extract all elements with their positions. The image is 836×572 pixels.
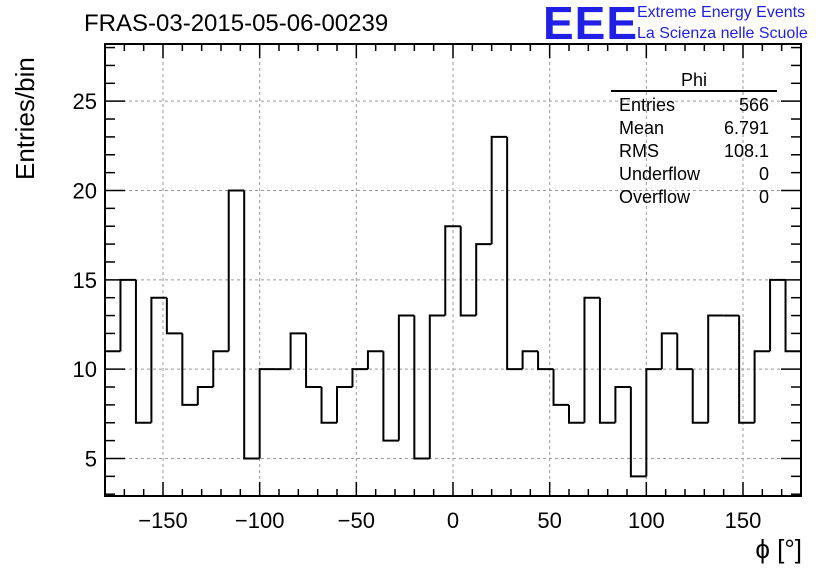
histogram-bin [784, 279, 802, 496]
histogram-bin [691, 369, 709, 424]
stats-label: Overflow [619, 187, 691, 207]
histogram-bin [305, 333, 322, 389]
histogram-bin [614, 386, 631, 423]
histogram-bin [707, 314, 724, 423]
y-tick-label: 25 [73, 89, 97, 114]
histogram-bin [258, 368, 276, 459]
histogram-bin [320, 387, 337, 424]
histogram-bin [196, 386, 214, 405]
y-axis-label: Entries/bin [10, 57, 40, 180]
histogram-bin [119, 278, 136, 352]
x-tick-label: −50 [338, 508, 375, 533]
histogram-bin [537, 351, 554, 371]
x-tick-label: 100 [628, 508, 665, 533]
histogram-series [104, 135, 802, 496]
histogram-bin [660, 332, 678, 370]
stats-row-entries: Entries 566 [611, 94, 777, 117]
histogram-bin [769, 278, 786, 352]
stats-label: Underflow [619, 164, 701, 184]
chart-title: FRAS-03-2015-05-06-00239 [84, 10, 389, 37]
histogram-bin [475, 243, 492, 316]
stats-row-underflow: Underflow 0 [611, 163, 777, 186]
histogram-bin [336, 386, 353, 423]
logo-line-2: La Scienza nelle Scuole [637, 25, 808, 42]
x-axis-label: ϕ [°] [755, 534, 802, 564]
stats-label: Entries [619, 95, 676, 115]
histogram-bin [629, 387, 647, 478]
histogram-bin [212, 350, 229, 388]
y-tick-label: 20 [73, 178, 97, 203]
stats-label: Mean [619, 118, 665, 138]
histogram-bin [104, 350, 121, 496]
histogram-bin [459, 226, 477, 317]
x-tick-label: −100 [235, 508, 285, 533]
histogram-bin [366, 350, 384, 370]
y-tick-label: 5 [85, 446, 97, 471]
histogram-bin [351, 368, 368, 388]
histogram-bin [676, 333, 693, 371]
stats-value: 6.791 [723, 118, 769, 138]
histogram-bin [150, 296, 167, 423]
y-tick-label: 10 [73, 357, 97, 382]
histogram-bin [568, 404, 585, 424]
histogram-bin [227, 189, 245, 352]
histogram-bin [289, 332, 307, 370]
stats-value: 0 [758, 187, 769, 207]
stats-box-title: Phi [611, 70, 777, 92]
stats-row-mean: Mean 6.791 [611, 117, 777, 140]
histogram-bin [428, 314, 446, 459]
logo-line-1: Extreme Energy Events [637, 4, 806, 21]
histogram-bin [397, 314, 415, 441]
histogram-bin [134, 279, 152, 424]
grid-lines [105, 44, 801, 496]
histogram-bin [490, 135, 508, 245]
x-tick-label: −150 [138, 508, 188, 533]
histogram-bin [382, 351, 399, 442]
histogram-bin [753, 350, 771, 423]
stats-value: 0 [758, 164, 769, 184]
histogram-bin [521, 350, 539, 370]
axis-tick-labels: −150 −100 −50 0 50 100 150 5 10 15 20 25 [73, 89, 762, 533]
stats-box: Phi Entries 566 Mean 6.791 RMS 108.1 Und… [611, 70, 777, 209]
histogram-bin [243, 190, 260, 460]
x-tick-label: 150 [725, 508, 762, 533]
x-tick-label: 50 [537, 508, 561, 533]
eee-logo-mark: EEE [543, 0, 639, 49]
stats-row-overflow: Overflow 0 [611, 186, 777, 209]
histogram-bin [552, 369, 569, 406]
histogram-bin [506, 136, 523, 371]
stats-row-rms: RMS 108.1 [611, 140, 777, 163]
histogram-bin [444, 225, 461, 316]
y-tick-label: 15 [73, 268, 97, 293]
histogram-bin [181, 333, 198, 406]
histogram-bin [598, 297, 616, 424]
stats-label: RMS [619, 141, 659, 161]
histogram-bin [583, 296, 600, 423]
histogram-bin [645, 368, 662, 477]
axis-ticks [105, 44, 801, 496]
histogram-bin [413, 315, 430, 460]
stats-value: 566 [738, 95, 769, 115]
histogram-bin [738, 315, 755, 424]
x-tick-label: 0 [447, 508, 459, 533]
histogram-bin [165, 297, 183, 335]
stats-value: 108.1 [723, 141, 769, 161]
